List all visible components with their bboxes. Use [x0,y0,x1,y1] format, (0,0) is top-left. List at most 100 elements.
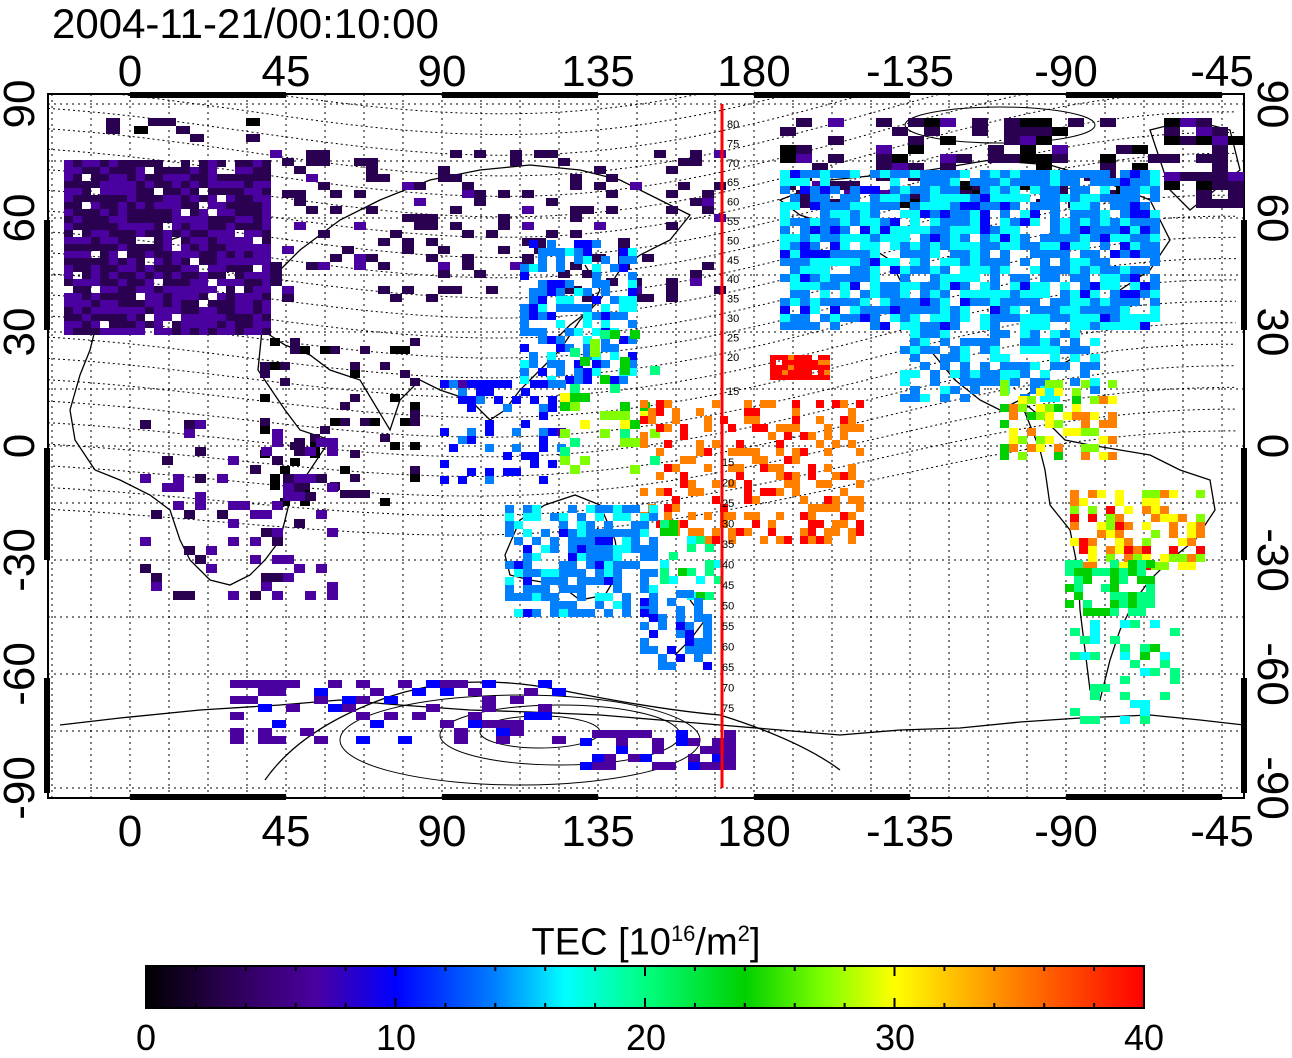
tec-cell [217,293,226,300]
tec-cell [824,375,830,380]
tec-cell [619,256,628,264]
tec-cell [154,174,163,181]
tec-cell [244,195,253,202]
tec-cell [1140,234,1150,242]
tec-cell [800,432,808,440]
tec-cell [950,282,960,290]
tec-cell [910,282,920,290]
tec-cell [253,195,262,202]
tec-cell [752,496,760,504]
top-lon-label: -135 [866,47,954,96]
tec-cell [270,270,282,278]
tec-cell [1140,708,1150,716]
tec-cell [163,293,172,300]
tec-cell [253,279,262,286]
tec-cell [181,188,190,195]
tec-cell [1036,412,1045,420]
tec-cell [696,536,705,544]
tec-cell [1140,644,1150,652]
tec-cell [438,262,450,270]
tec-cell [1018,452,1027,460]
tec-cell [1140,210,1150,218]
tec-cell [426,254,438,262]
tec-cell [890,242,900,250]
tec-cell [800,375,806,380]
tec-cell [990,274,1000,282]
tec-cell [704,464,712,472]
tec-cell [728,536,736,544]
tec-cell [163,202,172,209]
tec-cell [109,223,118,230]
tec-cell [467,428,476,436]
tec-cell [1030,202,1040,210]
tec-cell [776,472,784,480]
map-timestamp: 2004-11-21/00:10:00 [52,0,439,47]
tec-cell [1060,218,1070,226]
tec-cell [824,536,832,544]
tec-cell [900,378,910,386]
tec-cell [583,304,592,312]
tec-cell [880,282,890,290]
tec-cell [172,181,181,188]
tec-cell [226,209,235,216]
tec-cell [300,728,314,736]
tec-cell [810,266,820,274]
tec-cell [790,194,800,202]
tec-cell [1120,322,1130,330]
tec-cell [960,242,970,250]
tec-cell [930,186,940,194]
tec-cell [800,178,810,186]
tec-cell [1130,322,1140,330]
tec-cell [354,190,366,198]
tec-cell [208,188,217,195]
tec-cell [604,561,613,569]
tec-cell [1106,506,1115,514]
left-lat-label: 30 [0,308,44,357]
tec-cell [736,448,744,456]
tec-cell [100,209,109,216]
tec-cell [988,145,1004,154]
tec-cell [810,194,820,202]
tec-cell [426,704,440,712]
tec-cell [482,720,496,728]
tec-cell [454,728,468,736]
tec-cell [1148,154,1164,163]
tec-cell [712,746,724,754]
tec-cell [1110,298,1120,306]
tec-cell [1160,660,1170,668]
tec-cell [950,274,960,282]
tec-cell [1040,266,1050,274]
tec-cell [532,505,541,513]
tec-cell [1090,628,1100,636]
tec-cell [808,504,816,512]
tec-cell [704,424,712,432]
tec-cell [870,242,880,250]
tec-cell [583,344,592,352]
tec-cell [800,258,810,266]
tec-cell [930,218,940,226]
tec-cell [1120,242,1130,250]
tec-cell [440,428,449,436]
tec-cell [792,488,800,496]
tec-cell [1018,396,1027,404]
tec-cell [250,591,261,600]
tec-cell [136,258,145,265]
tec-cell [990,290,1000,298]
tec-cell [595,569,604,577]
tec-cell [622,601,631,609]
tec-cell [118,230,127,237]
tec-cell [1050,178,1060,186]
tec-cell [217,223,226,230]
tec-cell [226,293,235,300]
tec-cell [796,190,812,199]
tec-cell [920,338,930,346]
tec-cell [136,272,145,279]
tec-cell [64,328,73,335]
tec-cell [163,279,172,286]
tec-cell [1088,490,1097,498]
tec-cell [136,181,145,188]
tec-cell [816,400,824,408]
tec-cell [181,160,190,167]
tec-cell [940,362,950,370]
tec-cell [776,512,784,520]
